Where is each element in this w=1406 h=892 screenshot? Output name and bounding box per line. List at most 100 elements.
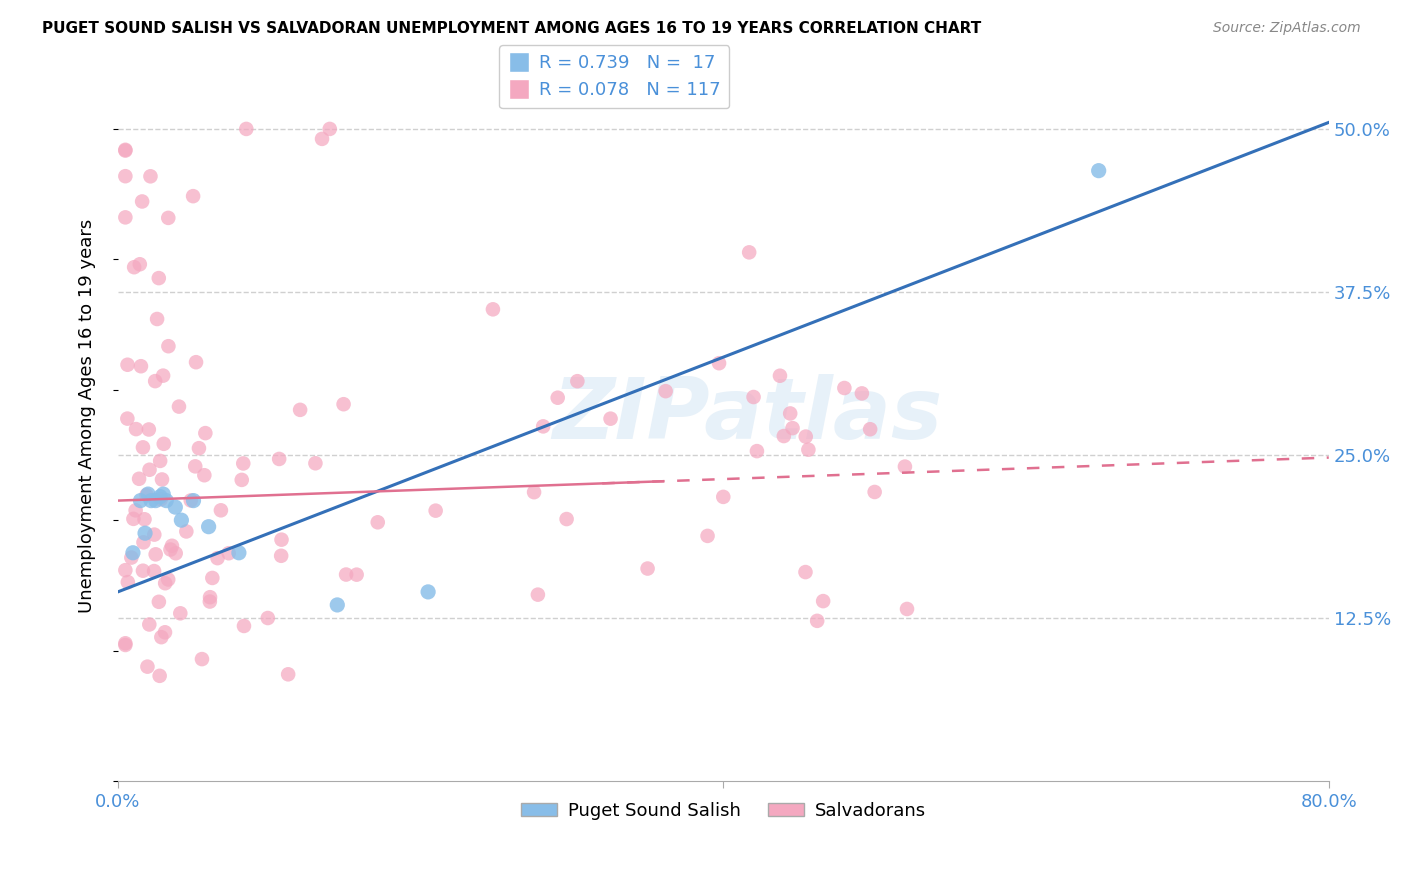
Point <box>547 391 569 405</box>
Point <box>745 444 768 458</box>
Point <box>117 411 139 425</box>
Point <box>194 426 217 441</box>
Point <box>138 463 160 477</box>
Point <box>851 386 873 401</box>
Point <box>256 611 278 625</box>
Text: PUGET SOUND SALISH VS SALVADORAN UNEMPLOYMENT AMONG AGES 16 TO 19 YEARS CORRELAT: PUGET SOUND SALISH VS SALVADORAN UNEMPLO… <box>42 21 981 37</box>
Point <box>193 468 215 483</box>
Point <box>779 407 801 421</box>
Point <box>228 546 250 560</box>
Point <box>170 513 193 527</box>
Point <box>129 359 152 374</box>
Point <box>153 625 176 640</box>
Point <box>138 422 160 436</box>
Point <box>159 542 181 557</box>
Point <box>806 614 828 628</box>
Point <box>531 419 554 434</box>
Point <box>811 594 834 608</box>
Point <box>138 617 160 632</box>
Point <box>149 454 172 468</box>
Point <box>637 561 659 575</box>
Point <box>122 512 145 526</box>
Point <box>567 374 589 388</box>
Point <box>176 524 198 539</box>
Point <box>114 211 136 225</box>
Point <box>198 591 221 605</box>
Text: ZIPatlas: ZIPatlas <box>553 375 942 458</box>
Point <box>146 312 169 326</box>
Point <box>132 564 155 578</box>
Point <box>157 339 180 353</box>
Point <box>114 144 136 158</box>
Point <box>335 567 357 582</box>
Point <box>134 512 156 526</box>
Point <box>131 194 153 209</box>
Point <box>235 122 257 136</box>
Point <box>191 652 214 666</box>
Point <box>136 659 159 673</box>
Point <box>1087 163 1109 178</box>
Point <box>332 397 354 411</box>
Point <box>152 368 174 383</box>
Point <box>114 638 136 652</box>
Point <box>150 630 173 644</box>
Point <box>304 456 326 470</box>
Point <box>555 512 578 526</box>
Point <box>157 573 180 587</box>
Point <box>139 493 162 508</box>
Point <box>209 503 232 517</box>
Point <box>114 563 136 577</box>
Point <box>270 549 292 563</box>
Point <box>270 533 292 547</box>
Point <box>167 400 190 414</box>
Point <box>772 429 794 443</box>
Point <box>794 429 817 443</box>
Point <box>150 473 173 487</box>
Point <box>114 636 136 650</box>
Point <box>136 487 159 501</box>
Point <box>139 169 162 184</box>
Point <box>894 459 917 474</box>
Point <box>859 422 882 436</box>
Point <box>233 619 256 633</box>
Point <box>143 374 166 388</box>
Point <box>145 493 167 508</box>
Point <box>134 526 156 541</box>
Point <box>834 381 856 395</box>
Point <box>326 598 349 612</box>
Point <box>122 546 145 560</box>
Point <box>132 441 155 455</box>
Point <box>201 571 224 585</box>
Point <box>277 667 299 681</box>
Point <box>232 457 254 471</box>
Point <box>696 529 718 543</box>
Point <box>157 211 180 225</box>
Point <box>527 588 550 602</box>
Point <box>198 594 221 608</box>
Point <box>125 422 148 436</box>
Point <box>143 564 166 578</box>
Point <box>896 602 918 616</box>
Point <box>120 550 142 565</box>
Point <box>707 356 730 370</box>
Point <box>128 472 150 486</box>
Point <box>231 473 253 487</box>
Point <box>114 169 136 184</box>
Point <box>797 442 820 457</box>
Point <box>425 503 447 517</box>
Point <box>367 516 389 530</box>
Point <box>135 488 157 502</box>
Point <box>482 302 505 317</box>
Point <box>132 535 155 549</box>
Point <box>148 271 170 285</box>
Point <box>169 607 191 621</box>
Point <box>187 441 209 455</box>
Point <box>269 452 291 467</box>
Point <box>152 437 174 451</box>
Point <box>654 384 676 399</box>
Point <box>711 490 734 504</box>
Point <box>165 546 187 560</box>
Point <box>218 546 240 560</box>
Point <box>117 358 139 372</box>
Point <box>114 143 136 157</box>
